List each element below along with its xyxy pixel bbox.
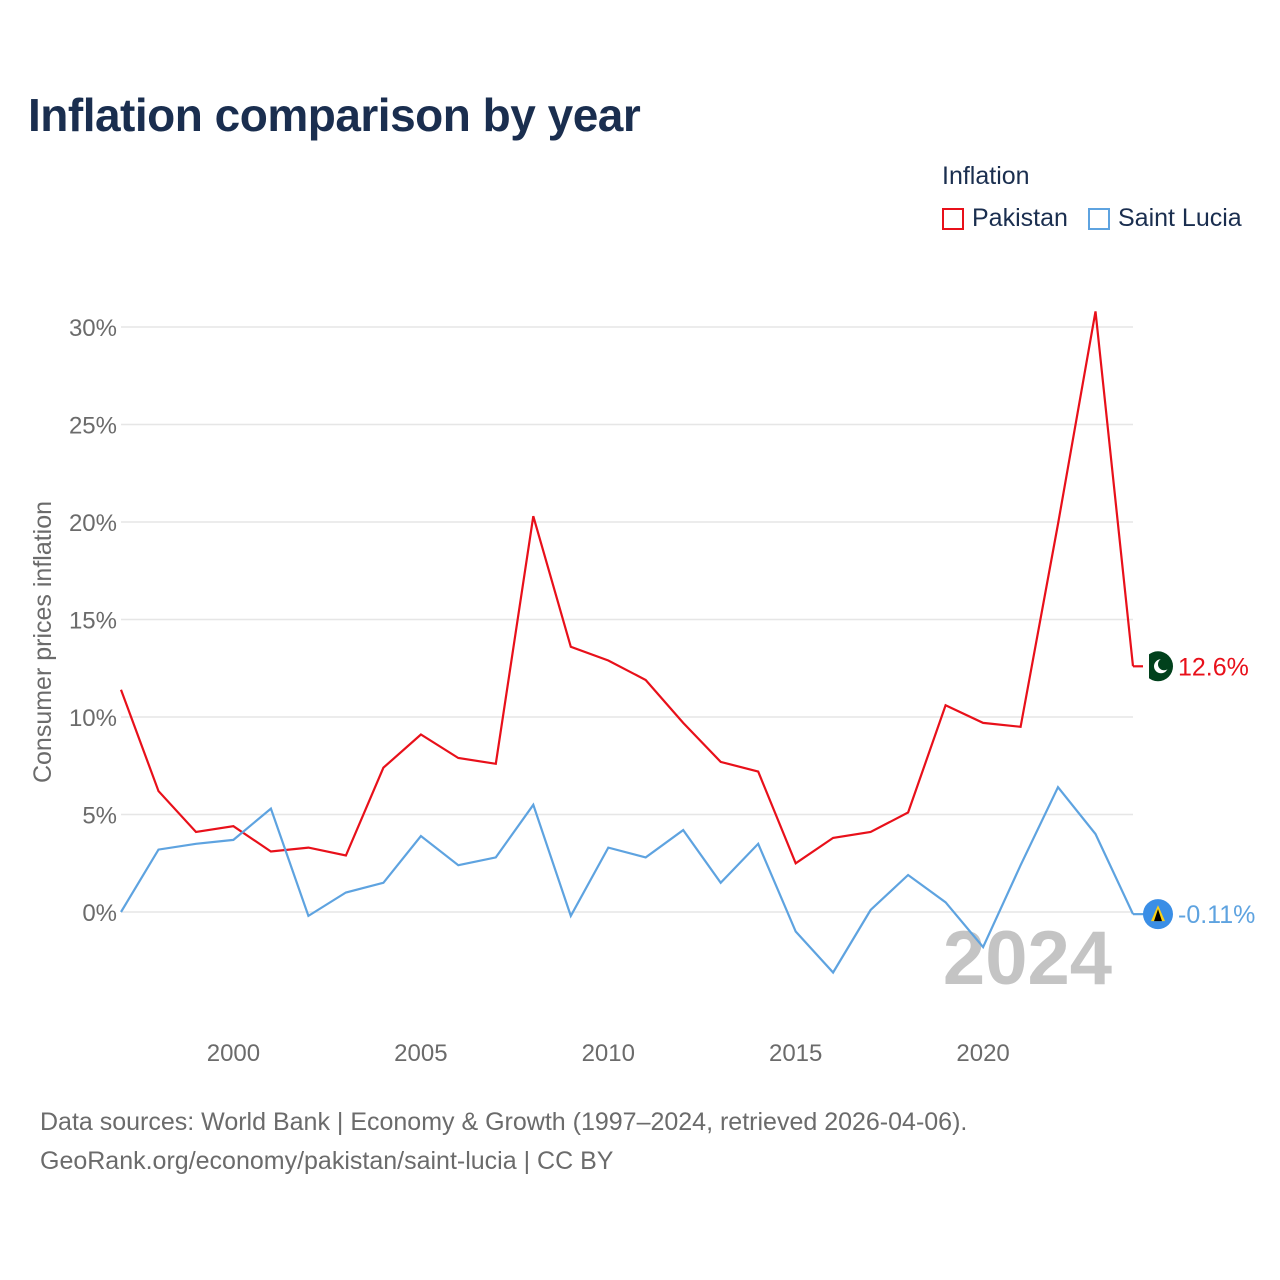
y-tick-label: 0% [82, 900, 117, 927]
data-point-pakistan[interactable] [754, 768, 762, 776]
end-value-label-saint-lucia: -0.11% [1178, 901, 1255, 929]
data-point-saint-lucia[interactable] [454, 861, 462, 869]
data-point-saint-lucia[interactable] [117, 908, 125, 916]
data-point-saint-lucia[interactable] [604, 844, 612, 852]
data-point-saint-lucia[interactable] [942, 898, 950, 906]
data-point-pakistan[interactable] [942, 701, 950, 709]
data-point-pakistan[interactable] [1054, 520, 1062, 528]
data-point-pakistan[interactable] [604, 656, 612, 664]
data-point-saint-lucia[interactable] [417, 832, 425, 840]
data-point-saint-lucia[interactable] [754, 840, 762, 848]
x-tick-label: 2015 [769, 1040, 822, 1067]
source-note: Data sources: World Bank | Economy & Gro… [40, 1108, 968, 1136]
x-tick-label: 2010 [582, 1040, 635, 1067]
data-point-saint-lucia[interactable] [192, 840, 200, 848]
data-point-saint-lucia[interactable] [717, 879, 725, 887]
data-point-pakistan[interactable] [792, 859, 800, 867]
series-lines [117, 307, 1135, 976]
legend-item-pakistan[interactable]: Pakistan [942, 204, 1068, 233]
legend-label-saint-lucia: Saint Lucia [1118, 204, 1242, 232]
data-point-saint-lucia[interactable] [492, 853, 500, 861]
legend-item-saint-lucia[interactable]: Saint Lucia [1088, 204, 1242, 233]
chart-title: Inflation comparison by year [28, 89, 641, 141]
legend-label-pakistan: Pakistan [972, 204, 1068, 232]
data-point-pakistan[interactable] [1092, 307, 1100, 315]
gridlines [121, 326, 1133, 913]
y-tick-label: 25% [69, 413, 117, 440]
y-axis-ticks: 0% 5% 10% 15% 20% 25% 30% [69, 315, 117, 927]
data-point-saint-lucia[interactable] [829, 968, 837, 976]
y-tick-label: 10% [69, 705, 117, 732]
data-point-pakistan[interactable] [304, 844, 312, 852]
data-point-pakistan[interactable] [904, 809, 912, 817]
year-watermark: 2024 [943, 916, 1112, 1001]
x-tick-label: 2000 [207, 1040, 260, 1067]
data-point-saint-lucia[interactable] [154, 846, 162, 854]
data-point-pakistan[interactable] [1017, 723, 1025, 731]
data-point-saint-lucia[interactable] [792, 928, 800, 936]
data-point-saint-lucia[interactable] [867, 906, 875, 914]
data-point-pakistan[interactable] [454, 754, 462, 762]
data-point-saint-lucia[interactable] [979, 943, 987, 951]
data-point-pakistan[interactable] [379, 764, 387, 772]
data-point-pakistan[interactable] [117, 686, 125, 694]
saint-lucia-flag-icon [1143, 899, 1173, 930]
pakistan-flag-icon [1143, 651, 1173, 682]
data-point-pakistan[interactable] [154, 787, 162, 795]
data-point-saint-lucia[interactable] [529, 801, 537, 809]
data-point-pakistan[interactable] [979, 719, 987, 727]
data-point-saint-lucia[interactable] [379, 879, 387, 887]
data-point-saint-lucia[interactable] [567, 912, 575, 920]
data-point-saint-lucia[interactable] [1017, 861, 1025, 869]
legend-swatch-saint-lucia [1088, 207, 1110, 230]
x-tick-label: 2005 [394, 1040, 447, 1067]
data-point-pakistan[interactable] [267, 848, 275, 856]
data-point-pakistan[interactable] [679, 719, 687, 727]
data-point-saint-lucia[interactable] [304, 912, 312, 920]
y-tick-label: 15% [69, 608, 117, 635]
data-point-pakistan[interactable] [529, 512, 537, 520]
data-point-pakistan[interactable] [492, 760, 500, 768]
data-point-pakistan[interactable] [229, 822, 237, 830]
data-point-saint-lucia[interactable] [1054, 783, 1062, 791]
data-point-pakistan[interactable] [717, 758, 725, 766]
data-point-saint-lucia[interactable] [342, 889, 350, 897]
line-chart: 0% 5% 10% 15% 20% 25% 30% 2000 2005 2010 2015 2020… [29, 307, 1255, 1067]
series-line-pakistan [119, 311, 1135, 865]
data-point-pakistan[interactable] [829, 834, 837, 842]
data-point-pakistan[interactable] [867, 828, 875, 836]
data-point-saint-lucia[interactable] [642, 853, 650, 861]
x-axis-ticks: 2000 2005 2010 2015 2020 [207, 1040, 1010, 1067]
data-point-pakistan[interactable] [567, 643, 575, 651]
data-point-saint-lucia[interactable] [229, 836, 237, 844]
data-point-pakistan[interactable] [642, 676, 650, 684]
data-point-saint-lucia[interactable] [904, 871, 912, 879]
data-point-saint-lucia[interactable] [1092, 830, 1100, 838]
y-tick-label: 5% [82, 803, 117, 830]
y-axis-label: Consumer prices inflation [29, 501, 57, 783]
data-point-saint-lucia[interactable] [679, 826, 687, 834]
data-point-pakistan[interactable] [342, 851, 350, 859]
y-tick-label: 30% [69, 315, 117, 342]
series-end-markers: 12.6% -0.11% [1133, 651, 1255, 930]
source-url: GeoRank.org/economy/pakistan/saint-lucia… [40, 1147, 614, 1175]
legend-swatch-pakistan [942, 207, 964, 230]
y-tick-label: 20% [69, 510, 117, 537]
data-point-pakistan[interactable] [192, 828, 200, 836]
data-point-pakistan[interactable] [417, 731, 425, 739]
legend-title: Inflation [942, 162, 1030, 190]
data-point-saint-lucia[interactable] [267, 805, 275, 813]
end-value-label-pakistan: 12.6% [1178, 653, 1249, 681]
series-line-saint-lucia [120, 785, 1134, 975]
x-tick-label: 2020 [956, 1040, 1009, 1067]
